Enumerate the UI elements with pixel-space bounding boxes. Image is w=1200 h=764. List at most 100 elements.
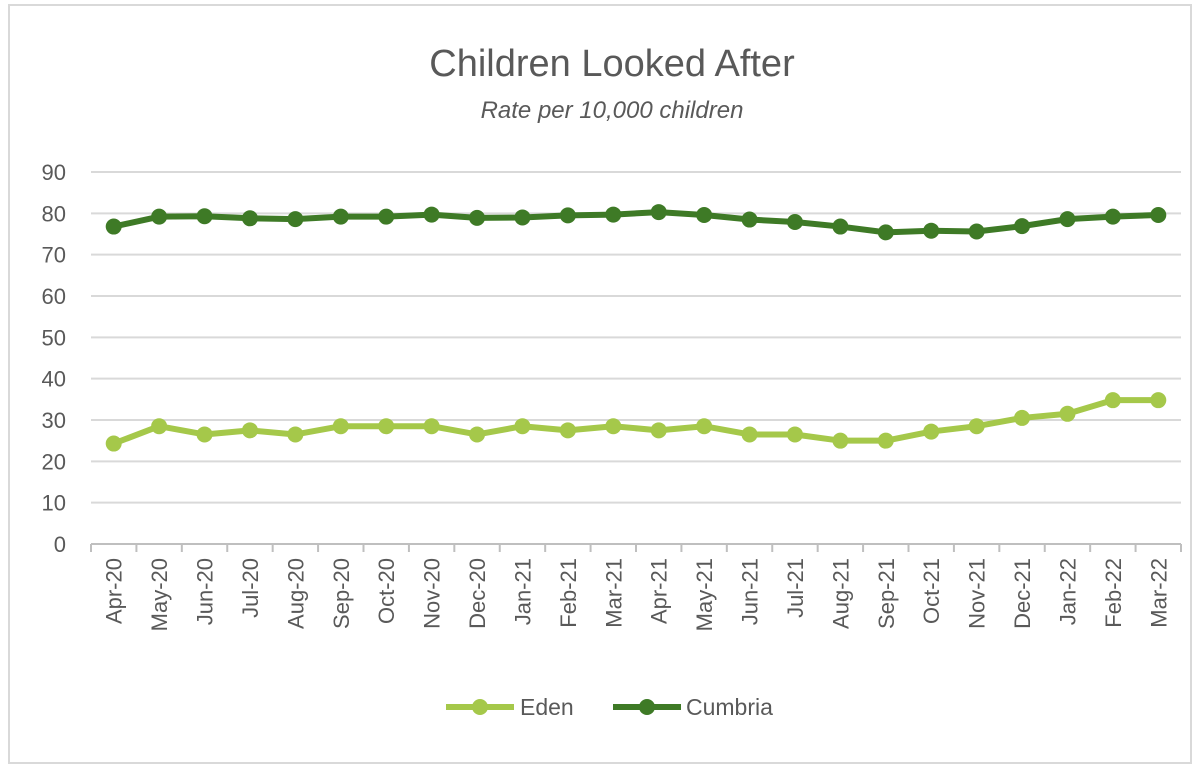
x-tick-label: Jan-21 xyxy=(510,558,535,625)
x-tick-label: Apr-20 xyxy=(102,558,127,624)
data-point-cumbria xyxy=(1104,208,1121,225)
gridlines xyxy=(91,171,1181,504)
axes: 0 10 20 30 40 50 60 70 80 90 Apr-20 May-20 Jun-20 Jul… xyxy=(42,160,1182,631)
data-point-eden xyxy=(696,418,713,435)
series-cumbria xyxy=(105,204,1167,241)
data-point-eden xyxy=(1150,392,1167,409)
chart-frame xyxy=(8,4,1192,764)
data-point-eden xyxy=(241,422,258,439)
x-tick-label: May-20 xyxy=(147,558,172,631)
data-point-cumbria xyxy=(1059,211,1076,228)
data-point-cumbria xyxy=(378,208,395,225)
legend-swatch-marker xyxy=(639,699,655,715)
x-tick-label: Oct-20 xyxy=(374,558,399,624)
data-point-eden xyxy=(1014,409,1031,426)
y-tick-label: 60 xyxy=(42,284,66,309)
x-tick-label: May-21 xyxy=(692,558,717,631)
data-point-eden xyxy=(559,422,576,439)
data-point-eden xyxy=(741,426,758,443)
data-point-cumbria xyxy=(877,224,894,241)
data-point-cumbria xyxy=(832,218,849,235)
data-point-eden xyxy=(1104,392,1121,409)
data-point-eden xyxy=(968,418,985,435)
data-point-eden xyxy=(469,426,486,443)
x-tick-label: Nov-20 xyxy=(420,558,445,629)
data-point-eden xyxy=(1059,405,1076,422)
x-tick-label: Jun-20 xyxy=(193,558,218,625)
data-point-cumbria xyxy=(650,204,667,221)
legend-label: Cumbria xyxy=(686,694,773,720)
data-point-cumbria xyxy=(923,222,940,239)
series-line-cumbria xyxy=(110,209,1162,236)
series-layer xyxy=(105,204,1167,452)
chart-title: Children Looked After xyxy=(429,43,795,85)
data-point-cumbria xyxy=(968,223,985,240)
y-tick-label: 90 xyxy=(42,160,66,185)
data-point-cumbria xyxy=(696,206,713,223)
data-point-cumbria xyxy=(514,209,531,226)
data-point-eden xyxy=(378,418,395,435)
y-tick-label: 0 xyxy=(54,532,66,557)
y-tick-label: 80 xyxy=(42,201,66,226)
x-tick-label: Sep-21 xyxy=(874,558,899,629)
x-tick-label: Nov-21 xyxy=(965,558,990,629)
data-point-eden xyxy=(650,422,667,439)
data-point-eden xyxy=(605,418,622,435)
y-tick-label: 20 xyxy=(42,449,66,474)
data-point-cumbria xyxy=(196,208,213,225)
legend: Eden Cumbria xyxy=(446,694,773,720)
x-tick-label: Oct-21 xyxy=(919,558,944,624)
data-point-cumbria xyxy=(1150,206,1167,223)
x-tick-label: Mar-22 xyxy=(1146,558,1171,628)
data-point-eden xyxy=(287,426,304,443)
data-point-cumbria xyxy=(605,206,622,223)
data-point-cumbria xyxy=(423,206,440,223)
x-tick-label: Aug-20 xyxy=(283,558,308,629)
data-point-eden xyxy=(423,418,440,435)
data-point-cumbria xyxy=(469,209,486,226)
y-tick-label: 30 xyxy=(42,408,66,433)
data-point-eden xyxy=(832,432,849,449)
data-point-cumbria xyxy=(151,208,168,225)
chart-subtitle: Rate per 10,000 children xyxy=(481,97,744,124)
x-tick-label: Jul-21 xyxy=(783,558,808,618)
x-tick-label: Aug-21 xyxy=(828,558,853,629)
x-tick-label: Jul-20 xyxy=(238,558,263,618)
x-tick-label: Feb-21 xyxy=(556,558,581,628)
x-tick-label: Dec-21 xyxy=(1010,558,1035,629)
data-point-eden xyxy=(786,426,803,443)
x-tick-label: Jun-21 xyxy=(738,558,763,625)
series-eden xyxy=(105,392,1167,452)
data-point-cumbria xyxy=(559,207,576,224)
data-point-cumbria xyxy=(287,211,304,228)
data-point-cumbria xyxy=(332,208,349,225)
y-tick-label: 70 xyxy=(42,243,66,268)
legend-item-cumbria: Cumbria xyxy=(613,694,773,720)
y-tick-label: 40 xyxy=(42,367,66,392)
legend-swatch-marker xyxy=(472,699,488,715)
x-tick-label: Dec-20 xyxy=(465,558,490,629)
data-point-eden xyxy=(332,418,349,435)
x-tick-label: Mar-21 xyxy=(601,558,626,628)
data-point-eden xyxy=(514,418,531,435)
x-tick-label: Feb-22 xyxy=(1101,558,1126,628)
x-tick-label: Sep-20 xyxy=(329,558,354,629)
data-point-cumbria xyxy=(741,211,758,228)
y-tick-label: 10 xyxy=(42,491,66,516)
data-point-cumbria xyxy=(105,218,122,235)
data-point-eden xyxy=(923,423,940,440)
data-point-eden xyxy=(196,426,213,443)
legend-label: Eden xyxy=(520,694,574,720)
data-point-cumbria xyxy=(1014,218,1031,235)
legend-item-eden: Eden xyxy=(446,694,574,720)
data-point-cumbria xyxy=(241,210,258,227)
data-point-eden xyxy=(877,432,894,449)
data-point-eden xyxy=(105,435,122,452)
data-point-cumbria xyxy=(786,214,803,231)
y-tick-label: 50 xyxy=(42,325,66,350)
x-tick-label: Apr-21 xyxy=(647,558,672,624)
series-line-eden xyxy=(110,397,1162,447)
x-tick-label: Jan-22 xyxy=(1055,558,1080,625)
data-point-eden xyxy=(151,418,168,435)
